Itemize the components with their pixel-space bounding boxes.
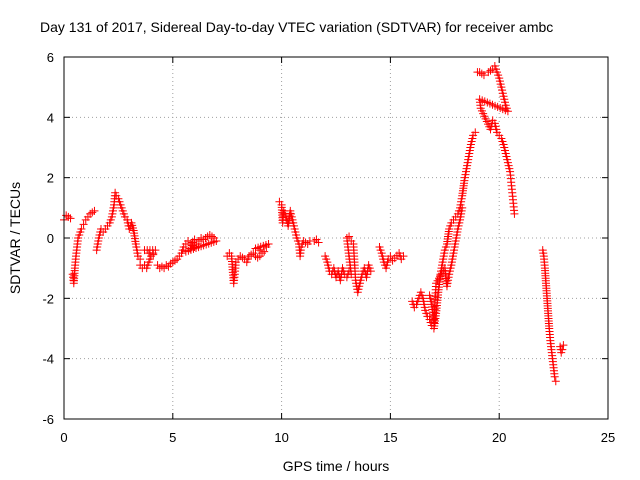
data-point xyxy=(314,238,323,247)
data-point xyxy=(471,128,480,137)
data-point xyxy=(144,249,153,258)
data-point xyxy=(558,345,567,354)
data-point xyxy=(207,232,216,241)
data-point xyxy=(477,69,486,78)
y-axis-label: SDTVAR / TECUs xyxy=(7,182,23,294)
data-point xyxy=(255,246,264,255)
x-axis-label: GPS time / hours xyxy=(283,458,390,474)
y-tick-label: -4 xyxy=(42,352,54,367)
data-point xyxy=(88,208,97,217)
data-point xyxy=(181,247,190,256)
data-point xyxy=(90,206,99,215)
chart-title: Day 131 of 2017, Sidereal Day-to-day VTE… xyxy=(40,19,553,35)
data-point xyxy=(559,341,568,350)
data-point xyxy=(79,220,88,229)
data-point xyxy=(550,372,559,381)
x-tick-label: 10 xyxy=(274,430,288,445)
data-point xyxy=(238,253,247,262)
data-point xyxy=(251,244,260,253)
data-point xyxy=(260,247,269,256)
x-tick-label: 0 xyxy=(60,430,67,445)
x-tick-label: 20 xyxy=(492,430,506,445)
y-tick-label: -2 xyxy=(42,291,54,306)
data-point xyxy=(190,235,199,244)
x-tick-label: 25 xyxy=(601,430,615,445)
data-point xyxy=(551,377,560,386)
data-point xyxy=(77,224,86,233)
axis-ticks: 0 5 10 15 20 25 -6 -4 -2 0 2 4 6 xyxy=(42,50,615,445)
data-points xyxy=(60,62,568,386)
data-point xyxy=(366,267,375,276)
y-tick-label: 2 xyxy=(47,171,54,186)
y-tick-label: -6 xyxy=(42,412,54,427)
data-point xyxy=(345,232,354,241)
data-point xyxy=(386,252,395,261)
grid-lines xyxy=(64,57,608,419)
plot-frame xyxy=(63,56,609,420)
y-tick-label: 4 xyxy=(47,110,54,125)
data-point xyxy=(479,71,488,80)
x-tick-label: 5 xyxy=(169,430,176,445)
x-tick-label: 15 xyxy=(383,430,397,445)
data-point xyxy=(399,252,408,261)
y-tick-label: 6 xyxy=(47,50,54,65)
y-tick-label: 0 xyxy=(47,231,54,246)
data-point xyxy=(510,209,519,218)
data-point xyxy=(66,214,75,223)
data-point xyxy=(486,66,495,75)
data-point xyxy=(149,250,158,259)
data-point xyxy=(458,203,467,212)
data-point xyxy=(140,246,149,255)
